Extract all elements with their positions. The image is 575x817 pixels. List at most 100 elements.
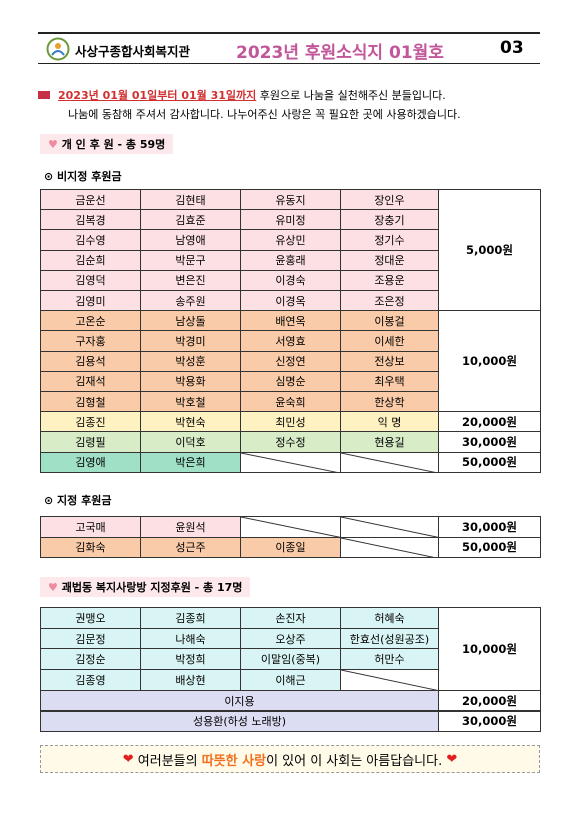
badge: ♥ 괘법동 복지사랑방 지정후원 - 총 17명 [40, 577, 251, 597]
name-cell: 남상돌 [140, 310, 241, 332]
name-cell: 이경옥 [240, 290, 341, 312]
name-cell: 김현태 [140, 189, 241, 211]
name-cell: 현용길 [340, 431, 439, 453]
heading: ⊙ 비지정 후원금 [44, 170, 122, 183]
amount-cell: 30,000원 [438, 710, 541, 733]
amount-cell: 30,000원 [438, 516, 541, 538]
name-cell: 박용화 [140, 370, 241, 392]
newsletter-title: 2023년 후원소식지 01월호 [236, 43, 444, 63]
amount-cell: 30,000원 [438, 431, 541, 453]
name-cell: 윤홍래 [240, 249, 341, 271]
name-cell: 김형철 [40, 391, 141, 413]
name-cell: 서영효 [240, 330, 341, 352]
name-cell: 박은희 [140, 451, 241, 473]
name-cell: 김영미 [40, 290, 141, 312]
name-cell: 신정연 [240, 350, 341, 372]
name-cell: 장충기 [340, 209, 439, 231]
name-cell: 김복경 [40, 209, 141, 231]
name-cell: 이종일 [240, 536, 341, 558]
name-cell: 이말임(중복) [240, 648, 341, 671]
name-cell: 허만수 [340, 648, 439, 671]
name-cell: 김종진 [40, 411, 141, 433]
period: 2023년 01월 01일부터 01월 31일까지 [58, 89, 257, 102]
amount-cell: 5,000원 [438, 189, 541, 312]
name-cell: 전상보 [340, 350, 439, 372]
name-cell: 박현숙 [140, 411, 241, 433]
name-cell: 성근주 [140, 536, 241, 558]
name-cell: 나해숙 [140, 627, 241, 650]
name-cell: 박경미 [140, 330, 241, 352]
rule [38, 63, 540, 64]
amount-cell: 50,000원 [438, 451, 541, 473]
rule [38, 32, 540, 34]
name-cell: 김문정 [40, 627, 141, 650]
footer-highlight: 따뜻한 사랑 [201, 753, 267, 769]
name-cell: 윤원석 [140, 516, 241, 538]
badge: ♥ 개 인 후 원 - 총 59명 [40, 134, 174, 154]
name-cell: 이세한 [340, 330, 439, 352]
name-cell: 박정희 [140, 648, 241, 671]
name-cell: 이덕호 [140, 431, 241, 453]
amount-cell: 10,000원 [438, 310, 541, 413]
name-cell: 한효선(성원공조) [340, 627, 439, 650]
footer: ❤ 여러분들의 따뜻한 사랑 이 있어 이 사회는 아름답습니다. ❤ [40, 745, 540, 773]
empty-cell [340, 669, 439, 691]
name-cell: 고국매 [40, 516, 141, 538]
name-cell: 김용석 [40, 350, 141, 372]
name-cell: 정대운 [340, 249, 439, 271]
icon [38, 91, 50, 99]
name-cell: 한상학 [340, 391, 439, 413]
empty-cell [240, 516, 341, 538]
name-cell: 남영애 [140, 229, 241, 251]
name-cell: 정수정 [240, 431, 341, 453]
empty-cell [340, 451, 439, 473]
name-cell: 김수영 [40, 229, 141, 251]
name-cell: 구자홍 [40, 330, 141, 352]
name-cell: 최민성 [240, 411, 341, 433]
name-cell: 심명순 [240, 370, 341, 392]
heading-text: 비지정 후원금 [57, 170, 122, 183]
amount-cell: 20,000원 [438, 689, 541, 712]
intro-text: 후원으로 나눔을 실천해주신 분들입니다. [259, 89, 446, 102]
name-cell: 유동지 [240, 189, 341, 211]
name-cell: 고온순 [40, 310, 141, 332]
name-cell: 김재석 [40, 370, 141, 392]
amount-cell: 50,000원 [438, 536, 541, 558]
name-cell: 박문구 [140, 249, 241, 271]
name-cell: 조은정 [340, 290, 439, 312]
name-cell: 김령필 [40, 431, 141, 453]
name-cell: 이해근 [240, 669, 341, 691]
badge-text: 괘법동 복지사랑방 지정후원 - 총 17명 [61, 581, 243, 594]
empty-cell [340, 536, 439, 558]
name-cell: 변은진 [140, 269, 241, 291]
empty-cell [340, 516, 439, 538]
name-cell: 김정순 [40, 648, 141, 671]
name-cell: 김영덕 [40, 269, 141, 291]
name-cell: 성용환(하성 노래방) [40, 710, 439, 733]
name-cell: 최우택 [340, 370, 439, 392]
org-name: 사상구종합사회복지관 [75, 44, 191, 59]
name-cell: 유미정 [240, 209, 341, 231]
heading-text: 지정 후원금 [57, 494, 112, 507]
name-cell: 유상민 [240, 229, 341, 251]
amount-cell: 10,000원 [438, 607, 541, 691]
name-cell: 박호철 [140, 391, 241, 413]
name-cell: 손진자 [240, 607, 341, 629]
intro-line: 2023년 01월 01일부터 01월 31일까지 후원으로 나눔을 실천해주신… [58, 87, 446, 103]
name-cell: 익 명 [340, 411, 439, 433]
badge-text: 개 인 후 원 - 총 59명 [61, 138, 166, 151]
name-cell: 배상현 [140, 669, 241, 691]
logo [46, 37, 70, 61]
name-cell: 조용운 [340, 269, 439, 291]
footer-text: 이 있어 이 사회는 아름답습니다. [266, 753, 443, 769]
name-cell: 배연옥 [240, 310, 341, 332]
name-cell: 금운선 [40, 189, 141, 211]
name-cell: 권맹오 [40, 607, 141, 629]
name-cell: 김효준 [140, 209, 241, 231]
page-number: 03 [500, 38, 524, 58]
name-cell: 김종영 [40, 669, 141, 691]
amount-cell: 20,000원 [438, 411, 541, 433]
name-cell: 이지용 [40, 689, 439, 712]
name-cell: 장인우 [340, 189, 439, 211]
